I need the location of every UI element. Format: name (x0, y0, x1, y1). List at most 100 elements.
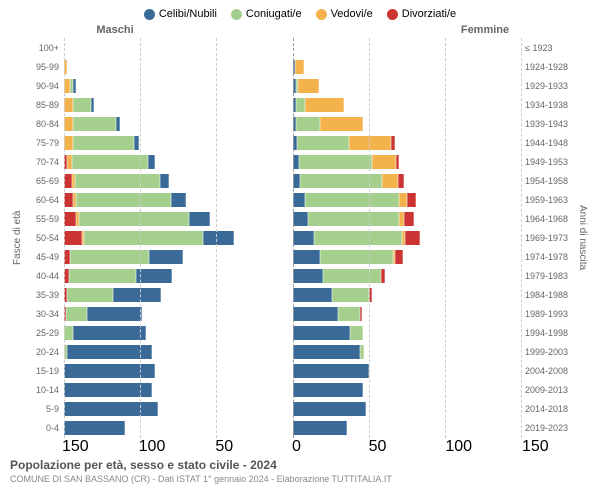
female-bar (293, 269, 522, 283)
female-bar (293, 383, 522, 397)
segment-divorziati (391, 136, 394, 150)
legend-label: Vedovi/e (331, 8, 373, 20)
male-bar (64, 345, 293, 359)
chart-title: Popolazione per età, sesso e stato civil… (10, 458, 590, 472)
legend-label: Coniugati/e (246, 8, 302, 20)
segment-vedovi (399, 193, 407, 207)
age-group-label: 50-54 (25, 228, 63, 247)
birth-year-label: 1934-1938 (521, 95, 575, 114)
segment-coniugati (73, 136, 134, 150)
bars-area (63, 38, 521, 438)
segment-coniugati (323, 269, 381, 283)
segment-celibi (293, 421, 348, 435)
age-group-label: 95-99 (25, 57, 63, 76)
legend-item: Coniugati/e (231, 8, 302, 20)
legend-dot (231, 9, 242, 20)
segment-celibi (293, 250, 320, 264)
segment-coniugati (297, 136, 349, 150)
segment-vedovi (295, 60, 304, 74)
segment-coniugati (296, 98, 305, 112)
age-group-label: 75-79 (25, 133, 63, 152)
segment-celibi (293, 288, 333, 302)
grid-line (369, 38, 370, 438)
age-group-label: 10-14 (25, 381, 63, 400)
legend-item: Vedovi/e (316, 8, 373, 20)
x-tick: 150 (522, 438, 549, 456)
female-bar (293, 212, 522, 226)
segment-vedovi (349, 136, 392, 150)
segment-celibi (64, 383, 152, 397)
segment-vedovi (320, 117, 363, 131)
segment-celibi (149, 250, 183, 264)
segment-divorziati (404, 212, 415, 226)
grid-line (521, 38, 522, 438)
female-bar (293, 345, 522, 359)
female-bar (293, 326, 522, 340)
segment-celibi (293, 193, 305, 207)
age-group-label: 85-89 (25, 95, 63, 114)
male-label: Maschi (10, 24, 340, 36)
age-group-label: 55-59 (25, 209, 63, 228)
segment-divorziati (64, 193, 73, 207)
segment-celibi (91, 98, 94, 112)
segment-coniugati (350, 326, 362, 340)
female-label: Femmine (340, 24, 590, 36)
segment-celibi (113, 288, 162, 302)
legend-dot (316, 9, 327, 20)
age-group-label: 35-39 (25, 286, 63, 305)
male-bar (64, 136, 293, 150)
segment-divorziati (407, 193, 416, 207)
segment-coniugati (300, 174, 382, 188)
legend-label: Divorziati/e (402, 8, 456, 20)
title-area: Popolazione per età, sesso e stato civil… (10, 458, 590, 484)
grid-line (216, 38, 217, 438)
age-group-label: 40-44 (25, 267, 63, 286)
chart-subtitle: COMUNE DI SAN BASSANO (CR) - Dati ISTAT … (10, 474, 590, 484)
segment-divorziati (396, 155, 399, 169)
segment-celibi (293, 269, 323, 283)
segment-coniugati (64, 326, 73, 340)
birth-year-label: 1954-1958 (521, 171, 575, 190)
male-bar (64, 326, 293, 340)
male-bar (64, 383, 293, 397)
segment-celibi (293, 383, 363, 397)
segment-divorziati (360, 307, 362, 321)
segment-celibi (171, 193, 186, 207)
male-bar (64, 60, 293, 74)
segment-coniugati (296, 117, 320, 131)
segment-coniugati (84, 231, 203, 245)
segment-coniugati (305, 193, 399, 207)
birth-year-label: 1924-1928 (521, 57, 575, 76)
segment-celibi (73, 326, 146, 340)
segment-coniugati (69, 269, 136, 283)
female-bar (293, 193, 522, 207)
segment-coniugati (75, 174, 160, 188)
grid-line (445, 38, 446, 438)
male-bar (64, 231, 293, 245)
birth-year-label: 2014-2018 (521, 400, 575, 419)
gender-labels: Maschi Femmine (10, 24, 590, 36)
female-bar (293, 136, 522, 150)
age-group-label: 60-64 (25, 190, 63, 209)
female-bar (293, 421, 522, 435)
segment-vedovi (64, 98, 73, 112)
segment-celibi (148, 155, 156, 169)
legend-dot (387, 9, 398, 20)
age-group-label: 0-4 (25, 419, 63, 438)
birth-year-label: 1994-1998 (521, 324, 575, 343)
female-bar (293, 174, 522, 188)
male-bar (64, 307, 293, 321)
segment-coniugati (299, 155, 372, 169)
age-group-label: 65-69 (25, 171, 63, 190)
segment-coniugati (67, 288, 113, 302)
segment-celibi (293, 307, 339, 321)
segment-divorziati (64, 174, 72, 188)
birth-year-label: 2019-2023 (521, 419, 575, 438)
segment-celibi (189, 212, 210, 226)
birth-year-label: 1949-1953 (521, 152, 575, 171)
female-bar (293, 250, 522, 264)
population-pyramid-chart: Celibi/Nubili Coniugati/e Vedovi/e Divorzia… (0, 0, 600, 500)
age-group-label: 20-24 (25, 343, 63, 362)
legend-item: Celibi/Nubili (144, 8, 217, 20)
female-bar (293, 231, 522, 245)
